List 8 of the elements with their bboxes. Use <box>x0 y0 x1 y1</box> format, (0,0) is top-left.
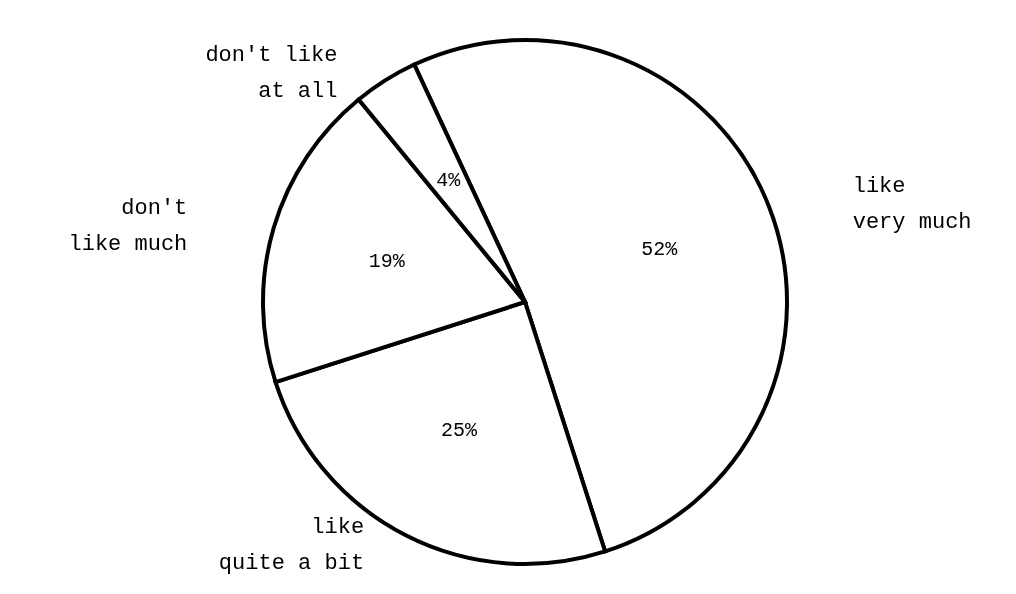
slice-label: like very much <box>852 173 972 235</box>
slice-label: don't like at all <box>205 42 338 104</box>
data-label: 4% <box>436 168 462 192</box>
slice-label: like quite a bit <box>218 514 365 576</box>
data-label: 52% <box>641 237 679 261</box>
data-label: 25% <box>441 418 479 442</box>
data-label: 19% <box>368 249 406 273</box>
slice-label: don't like much <box>68 195 188 257</box>
